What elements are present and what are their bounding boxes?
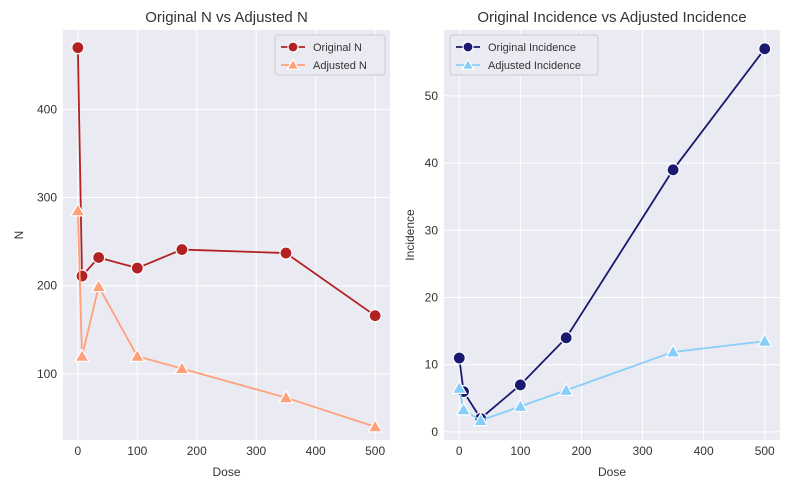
data-point <box>279 246 293 260</box>
data-point <box>278 389 294 404</box>
data-point <box>175 242 189 257</box>
legend-label: Adjusted N <box>313 60 367 72</box>
data-point <box>174 360 190 375</box>
data-point <box>512 398 529 413</box>
legend-label: Original N <box>313 42 362 54</box>
x-tick-label: 400 <box>694 444 714 458</box>
data-point <box>130 261 144 275</box>
legend-marker <box>461 58 475 70</box>
series-adjusted-n <box>69 202 384 433</box>
x-tick-label: 300 <box>633 444 653 458</box>
y-tick-label: 30 <box>425 223 439 237</box>
x-tick-label: 400 <box>306 444 326 458</box>
data-point <box>71 41 85 55</box>
data-point <box>129 348 146 362</box>
data-point <box>472 412 489 427</box>
chart-title: Original N vs Adjusted N <box>145 9 308 26</box>
x-axis-label: Dose <box>598 465 626 479</box>
data-point <box>451 380 468 394</box>
x-tick-label: 0 <box>456 444 463 458</box>
legend: Original Incidence Adjusted Incidence <box>449 34 599 76</box>
x-tick-label: 500 <box>365 444 385 458</box>
data-point <box>452 351 466 365</box>
plot-area <box>63 30 390 440</box>
data-point <box>756 333 773 347</box>
y-tick-label: 40 <box>425 156 439 170</box>
y-tick-label: 200 <box>37 279 57 293</box>
y-tick-label: 400 <box>37 102 57 116</box>
x-tick-label: 0 <box>75 444 82 458</box>
x-tick-label: 200 <box>571 444 591 458</box>
data-point <box>367 418 384 433</box>
data-point <box>665 343 681 358</box>
data-point <box>455 401 472 416</box>
data-point <box>69 202 86 217</box>
x-tick-label: 100 <box>127 444 147 458</box>
legend-label: Original Incidence <box>488 42 576 54</box>
y-tick-label: 10 <box>425 358 439 372</box>
data-point <box>92 250 106 265</box>
chart-1: 0 100 200 300 400 500 100 200 300 400 Original N v… <box>12 9 390 479</box>
chart-title: Original Incidence vs Adjusted Incidence <box>477 9 746 26</box>
y-axis-label: Incidence <box>403 209 417 261</box>
y-tick-label: 0 <box>431 425 438 439</box>
legend-label: Adjusted Incidence <box>488 60 581 72</box>
legend-marker <box>286 58 300 70</box>
legend-box <box>449 34 599 76</box>
data-point <box>558 382 575 396</box>
data-point <box>90 278 107 293</box>
x-axis-label: Dose <box>212 465 240 479</box>
legend: Original N Adjusted N <box>274 34 386 76</box>
data-point <box>74 348 90 362</box>
legend-marker <box>287 41 299 53</box>
x-tick-label: 500 <box>755 444 775 458</box>
series-original-n <box>71 41 382 323</box>
data-point <box>368 309 382 323</box>
data-point <box>758 42 772 56</box>
y-tick-label: 20 <box>425 291 439 305</box>
data-point <box>513 378 527 392</box>
data-point <box>666 163 680 177</box>
data-point <box>559 331 573 345</box>
y-tick-label: 300 <box>37 191 57 205</box>
y-tick-label: 50 <box>425 89 439 103</box>
x-tick-label: 100 <box>510 444 530 458</box>
x-tick-label: 200 <box>187 444 207 458</box>
y-tick-label: 100 <box>37 367 57 381</box>
series-adjusted-incidence <box>451 333 773 427</box>
x-tick-label: 300 <box>246 444 266 458</box>
plot-area <box>444 30 780 440</box>
chart-2: 0 100 200 300 400 500 0 10 20 30 40 50 Original Inci… <box>403 9 780 479</box>
data-point <box>75 269 89 283</box>
legend-marker <box>462 41 474 53</box>
y-axis-label: N <box>12 231 26 240</box>
